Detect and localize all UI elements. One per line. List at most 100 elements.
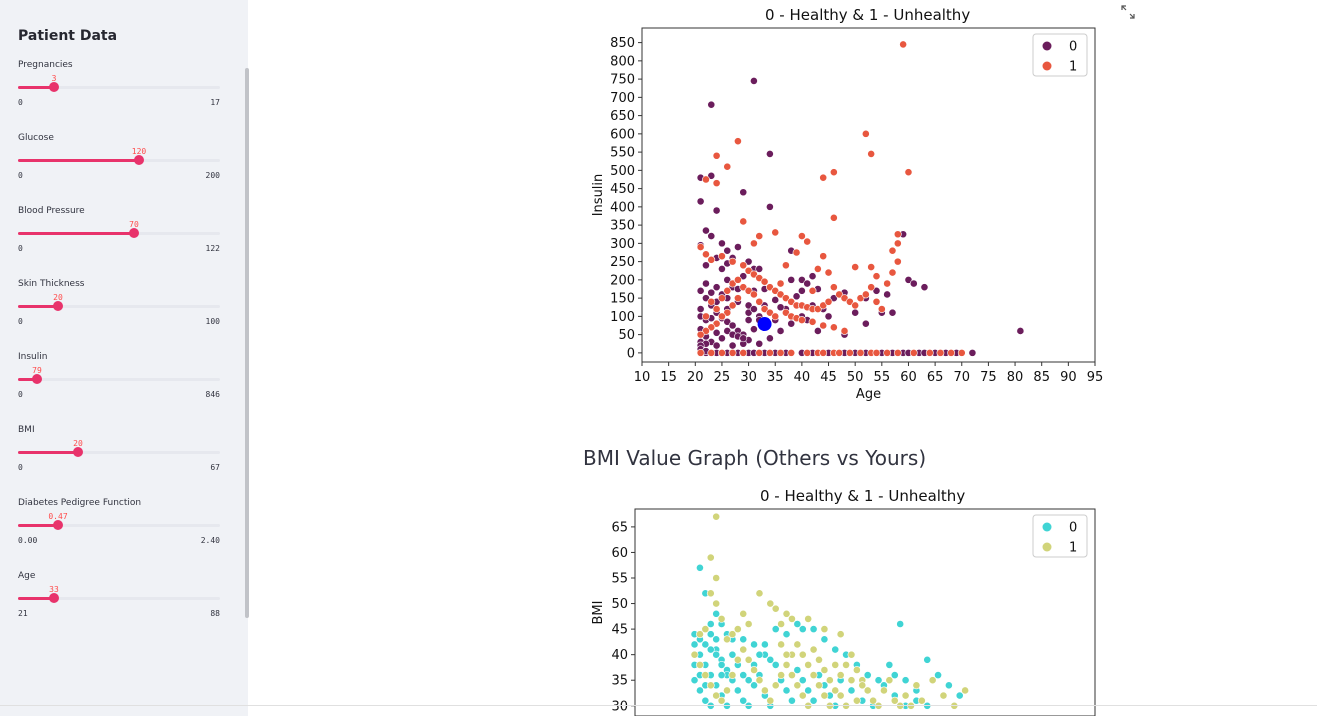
data-point-series-0 xyxy=(750,325,758,334)
slider-thumb[interactable] xyxy=(134,155,144,165)
data-point-series-0 xyxy=(728,635,737,644)
data-point-series-0 xyxy=(707,232,716,240)
data-point-series-0 xyxy=(701,660,710,669)
data-point-series-1 xyxy=(755,232,764,240)
data-point-series-0 xyxy=(771,660,780,669)
slider-thumb[interactable] xyxy=(49,593,59,603)
data-point-series-1 xyxy=(901,691,910,700)
slider-fill xyxy=(18,451,78,454)
data-point-series-1 xyxy=(893,348,902,357)
data-point-series-0 xyxy=(861,294,870,303)
slider-track[interactable] xyxy=(18,82,220,92)
data-point-series-0 xyxy=(804,686,813,695)
data-point-series-1 xyxy=(858,681,867,690)
data-point-series-0 xyxy=(766,150,774,158)
data-point-series-1 xyxy=(893,239,902,248)
y-tick-label: 0 xyxy=(627,346,635,361)
slider-thumb[interactable] xyxy=(49,82,59,92)
data-point-series-0 xyxy=(712,681,721,690)
sidebar-scrollbar[interactable] xyxy=(245,68,249,618)
slider-label: Insulin xyxy=(18,352,48,362)
slider-thumb[interactable] xyxy=(32,374,42,384)
data-point-series-1 xyxy=(755,297,764,306)
data-point-series-1 xyxy=(750,239,758,248)
data-point-series-0 xyxy=(793,666,802,674)
data-point-series-1 xyxy=(845,297,854,306)
x-tick-label: 95 xyxy=(1087,370,1104,385)
slider-track[interactable] xyxy=(18,374,220,384)
data-point-series-0 xyxy=(701,696,710,705)
data-point-series-0 xyxy=(696,341,705,350)
data-point-series-0 xyxy=(797,348,806,357)
data-point-series-1 xyxy=(797,232,806,240)
data-point-series-1 xyxy=(702,175,710,184)
data-point-series-1 xyxy=(819,173,828,182)
data-point-series-0 xyxy=(723,275,732,284)
points-layer xyxy=(690,512,970,710)
y-tick-label: 850 xyxy=(610,36,635,51)
data-point-series-0 xyxy=(706,630,715,639)
y-tick-label: 400 xyxy=(610,200,635,215)
data-point-series-0 xyxy=(696,671,704,680)
data-point-series-0 xyxy=(728,650,737,659)
data-point-series-1 xyxy=(808,305,817,313)
data-point-series-1 xyxy=(797,301,806,310)
slider-fill xyxy=(18,232,134,235)
data-point-series-1 xyxy=(776,348,785,357)
slider-fill xyxy=(18,305,58,308)
data-point-series-0 xyxy=(723,348,732,357)
data-point-series-1 xyxy=(829,213,838,222)
data-point-series-1 xyxy=(856,348,865,357)
data-point-series-1 xyxy=(904,168,913,177)
data-point-series-1 xyxy=(760,305,769,313)
data-point-series-1 xyxy=(877,305,886,313)
data-point-series-0 xyxy=(717,671,726,680)
data-point-series-0 xyxy=(718,348,726,357)
data-point-series-0 xyxy=(766,334,774,343)
fullscreen-expand-icon[interactable] xyxy=(1121,5,1135,19)
data-point-series-0 xyxy=(755,671,764,680)
data-point-series-0 xyxy=(734,348,742,357)
slider-thumb[interactable] xyxy=(53,301,63,311)
slider-track[interactable] xyxy=(18,520,220,530)
data-point-series-1 xyxy=(782,660,791,669)
data-point-series-1 xyxy=(712,599,721,608)
slider-diabetes-pedigree-function: Diabetes Pedigree Function 0.47 0.00 2.40 xyxy=(18,498,220,571)
slider-thumb[interactable] xyxy=(129,228,139,238)
slider-track[interactable] xyxy=(18,593,220,603)
y-tick-label: 35 xyxy=(611,674,628,689)
data-point-series-1 xyxy=(707,348,716,357)
slider-thumb[interactable] xyxy=(73,447,83,457)
slider-label: Skin Thickness xyxy=(18,279,85,289)
slider-track[interactable] xyxy=(18,301,220,311)
y-tick-label: 55 xyxy=(611,572,628,587)
data-point-series-0 xyxy=(798,676,807,685)
legend-marker xyxy=(1042,542,1052,552)
data-point-series-1 xyxy=(820,691,829,700)
data-point-series-0 xyxy=(723,305,732,313)
data-point-series-1 xyxy=(792,301,801,310)
slider-track[interactable] xyxy=(18,155,220,165)
data-point-series-0 xyxy=(723,246,732,255)
y-tick-label: 45 xyxy=(611,623,628,638)
data-point-series-1 xyxy=(702,250,710,259)
data-point-series-0 xyxy=(702,332,710,341)
data-point-series-1 xyxy=(803,237,812,246)
x-tick-label: 40 xyxy=(794,370,811,385)
data-point-series-0 xyxy=(968,348,977,357)
slider-label: Diabetes Pedigree Function xyxy=(18,498,142,508)
slider-value: 0.47 xyxy=(48,512,68,521)
data-point-series-0 xyxy=(690,630,699,639)
slider-value: 33 xyxy=(49,585,59,594)
slider-thumb[interactable] xyxy=(53,520,63,530)
slider-track[interactable] xyxy=(18,228,220,238)
slider-value: 20 xyxy=(53,293,63,302)
data-point-series-0 xyxy=(718,265,726,273)
slider-track[interactable] xyxy=(18,447,220,457)
data-point-series-1 xyxy=(808,317,817,326)
data-point-series-0 xyxy=(734,243,742,251)
data-point-series-1 xyxy=(728,348,737,357)
data-point-series-1 xyxy=(819,348,828,357)
slider-min: 0 xyxy=(18,171,23,180)
data-point-series-1 xyxy=(755,274,764,282)
